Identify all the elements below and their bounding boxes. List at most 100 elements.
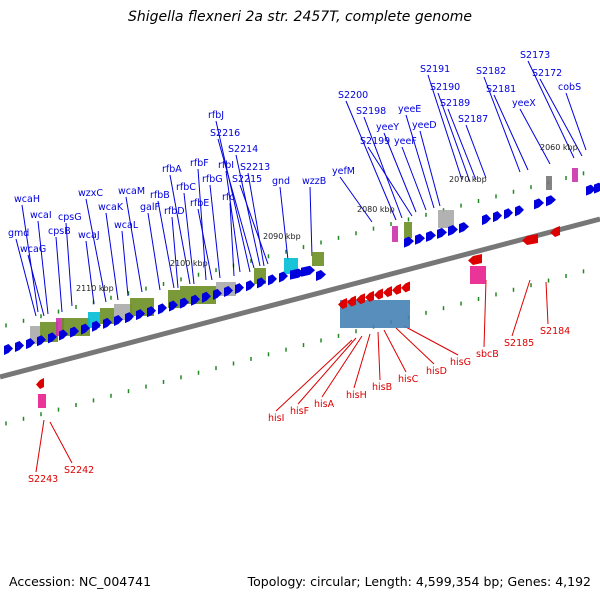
forward-gene-arrow [37,335,46,347]
gene-label-rfbC: rfbC [176,182,196,193]
leader-line [297,337,357,405]
gene-label-S2185: S2185 [504,338,534,349]
forward-gene-arrow [169,300,178,312]
reverse-gene-arrow [392,283,401,295]
leader-line [395,327,435,365]
leader-line [247,172,265,267]
leader-line [527,60,575,159]
forward-gene-arrow [4,343,13,355]
leader-line [465,124,487,179]
gene-label-rfc: rfc [222,192,234,203]
leader-line [171,216,179,289]
leader-line [353,333,371,389]
reverse-gene-arrow [347,295,356,307]
gene-label-sbcB: sbcB [476,349,499,360]
leader-line [447,108,477,181]
leader-line [363,116,403,219]
reverse-gene-arrow [356,293,365,305]
forward-gene-arrow [191,294,200,306]
forward-gene-arrow [290,268,304,280]
leader-line [157,200,175,289]
map-title: Shigella flexneri 2a str. 2457T, complet… [127,9,473,25]
leader-line [275,339,353,412]
leader-line [183,192,195,285]
leader-line [321,335,363,398]
forward-gene-arrow [213,288,222,300]
gene-label-wcaJ: wcaJ [78,230,100,241]
gene-label-rfbB: rfbB [150,190,170,201]
leader-line [209,184,221,279]
leader-line [403,325,459,356]
forward-gene-arrow [224,286,233,298]
reverse-gene-arrow [338,297,347,309]
gene-label-S2173: S2173 [520,50,550,61]
leader-line [121,230,129,297]
leader-line [229,202,235,277]
leader-line [169,174,191,285]
leader-line [217,138,255,269]
leader-line [383,329,407,373]
leader-line [493,94,529,171]
gene-label-hisI: hisI [268,413,284,424]
scale-label: 2070 kbp [449,175,487,184]
feature-block [56,318,64,336]
leader-line [419,130,441,207]
gene-label-cpsG: cpsG [58,212,82,223]
gene-label-hisD: hisD [426,366,447,377]
forward-gene-arrow [301,265,315,277]
gene-label-gmd: gmd [8,228,29,239]
forward-gene-arrow [515,205,524,217]
forward-gene-arrow [504,208,513,220]
forward-gene-arrow [586,184,596,196]
leader-line [197,208,213,281]
forward-gene-arrow [103,317,112,329]
accession: Accession: NC_004741 [9,574,151,589]
leader-line [125,196,143,293]
gene-label-rfbG: rfbG [202,174,223,185]
forward-gene-arrow [158,303,167,315]
gene-label-hisF: hisF [290,406,309,417]
feature-block [392,226,398,242]
accession-value: NC_004741 [79,574,152,589]
gene-label-wzxC: wzxC [78,188,103,199]
forward-gene-arrow [15,341,24,353]
gene-label-wcaG: wcaG [20,244,46,255]
forward-gene-arrow [415,233,425,245]
gene-label-rfbA: rfbA [162,164,182,175]
leader-line [65,222,73,307]
leader-line [55,236,63,313]
gene-label-S2242: S2242 [64,465,94,476]
gene-label-yeeE: yeeE [398,104,421,115]
gene-label-hisA: hisA [314,399,335,410]
reverse-gene-arrow [401,281,410,293]
gene-label-hisH: hisH [346,390,367,401]
forward-gene-arrow [246,280,255,292]
scale-label: 2060 kbp [540,143,578,152]
gene-label-S2182: S2182 [476,66,506,77]
gene-label-yeeF: yeeF [394,136,417,147]
forward-gene-arrow [404,236,414,248]
scale-label: 2080 kbp [357,205,395,214]
gene-label-S2181: S2181 [486,84,516,95]
feature-block [572,168,578,182]
leader-line [197,168,207,281]
leader-line [539,78,583,157]
forward-gene-arrow [26,338,35,350]
leader-line [401,146,427,211]
gene-label-S2198: S2198 [356,106,386,117]
leader-line [105,212,119,301]
gene-label-wcaH: wcaH [14,194,40,205]
gene-label-S2184: S2184 [540,326,570,337]
feature-block [404,222,412,238]
gene-label-S2200: S2200 [338,90,368,101]
leader-line [147,212,161,291]
gene-label-S2199: S2199 [360,136,390,147]
forward-gene-arrow [426,230,436,242]
feature-block [438,210,454,228]
gene-label-cpsB: cpsB [48,226,71,237]
gene-label-S2191: S2191 [420,64,450,75]
gene-label-wzzB: wzzB [302,176,326,187]
leader-line [279,186,289,261]
